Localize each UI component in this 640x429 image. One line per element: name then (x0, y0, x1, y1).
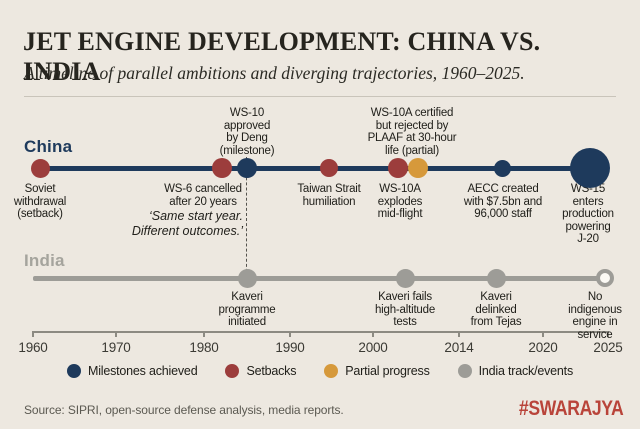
axis-year-label: 1980 (189, 340, 219, 355)
legend: Milestones achieved Setbacks Partial progr… (0, 364, 640, 378)
event-dot (486, 268, 506, 288)
axis-tick (607, 331, 609, 337)
legend-dot-icon (457, 364, 472, 378)
event-label: Taiwan Strait humiliation (297, 183, 361, 208)
page-subtitle: A timeline of parallel ambitions and div… (24, 63, 525, 83)
legend-item: Milestones achieved (66, 364, 198, 378)
track-label-india: India (24, 251, 65, 270)
event-label: Soviet withdrawal (setback) (13, 183, 67, 220)
axis-tick (115, 331, 117, 337)
axis-tick (458, 331, 460, 337)
axis-tick (203, 331, 205, 337)
china-timeline-line (40, 165, 590, 171)
legend-item: India track/events (457, 364, 574, 378)
event-label: Kaveri programme initiated (218, 291, 276, 328)
axis-year-label: 1990 (275, 340, 305, 355)
legend-item-label: Milestones achieved (87, 364, 198, 378)
india-timeline-line (33, 275, 607, 281)
legend-dot-icon (225, 364, 240, 378)
event-label: Kaveri delinked from Tejas (470, 291, 522, 328)
event-dot (237, 158, 257, 178)
axis-year-label: 1960 (18, 340, 48, 355)
legend-item-label: Partial progress (345, 364, 430, 378)
axis-tick (542, 331, 544, 337)
axis-line (33, 331, 608, 333)
event-label: No indigenous engine in service (568, 291, 622, 341)
axis-year-label: 2014 (444, 340, 474, 355)
page-title: JET ENGINE DEVELOPMENT: CHINA VS. INDIA (23, 27, 541, 86)
track-label-china: China (24, 137, 73, 156)
axis-year-label: 1970 (101, 340, 131, 355)
legend-item-label: India track/events (478, 364, 574, 378)
event-dot (320, 159, 338, 177)
quote-annotation: ‘Same start year. Different outcomes.’ (131, 209, 243, 238)
event-dot (30, 158, 50, 178)
axis-year-label: 2020 (528, 340, 558, 355)
event-label: AECC created with $7.5bn and 96,000 staf… (463, 183, 543, 220)
legend-item: Partial progress (324, 364, 430, 378)
same-start-year-connector (246, 157, 247, 277)
event-dot (570, 148, 610, 188)
axis-tick (372, 331, 374, 337)
event-dot (237, 268, 257, 288)
axis-tick (289, 331, 291, 337)
event-label: WS-6 cancelled after 20 years (164, 183, 242, 208)
event-dot (596, 269, 614, 287)
axis-tick (32, 331, 34, 337)
brand-logo: #SWARAJYA (518, 396, 624, 420)
event-dot (408, 158, 428, 178)
legend-item: Setbacks (225, 364, 296, 378)
event-label: WS-10A explodes mid-flight (377, 183, 423, 220)
event-label: WS-10A certified but rejected by PLAAF a… (367, 107, 457, 157)
event-label: WS-10 approved by Deng (milestone) (219, 107, 275, 157)
source-note: Source: SIPRI, open-source defense analy… (24, 403, 344, 417)
axis-year-label: 2000 (358, 340, 388, 355)
legend-item-label: Setbacks (246, 364, 297, 378)
header-divider (24, 96, 616, 97)
legend-dot-icon (324, 364, 339, 378)
event-dot (395, 268, 415, 288)
axis-year-label: 2025 (593, 340, 623, 355)
event-dot (388, 158, 408, 178)
event-dot (212, 158, 232, 178)
event-label: Kaveri fails high-altitude tests (374, 291, 436, 328)
legend-dot-icon (66, 364, 81, 378)
event-label: WS-15 enters production powering J-20 (562, 183, 614, 245)
event-dot (493, 159, 511, 177)
